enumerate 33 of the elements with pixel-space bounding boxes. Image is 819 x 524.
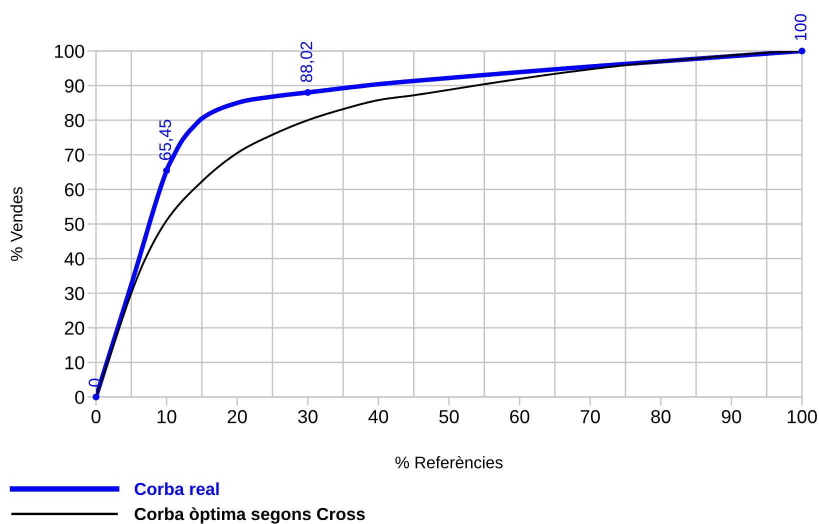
y-tick-label: 50 bbox=[64, 218, 84, 231]
point bbox=[798, 48, 806, 54]
point bbox=[304, 89, 312, 96]
y-axis-title: % Vendes bbox=[10, 187, 23, 261]
x-tick-label: 100 bbox=[788, 410, 817, 424]
y-tick-label: 30 bbox=[64, 286, 84, 300]
x-tick-label: 50 bbox=[439, 410, 459, 424]
y-tick-label: 40 bbox=[64, 252, 84, 266]
y-tick-label: 90 bbox=[64, 79, 84, 93]
y-tick-label: 80 bbox=[64, 114, 84, 128]
y-tick-label: 70 bbox=[64, 148, 84, 162]
x-tick-label: 60 bbox=[510, 410, 530, 424]
x-tick-label: 30 bbox=[298, 410, 318, 424]
y-tick-label: 0 bbox=[75, 390, 84, 404]
x-tick-label: 70 bbox=[580, 410, 600, 424]
text: Corba òptima segons Cross bbox=[134, 507, 365, 524]
point bbox=[92, 394, 100, 400]
x-tick-label: 0 bbox=[92, 410, 100, 424]
x-tick-label: 90 bbox=[722, 410, 742, 424]
point bbox=[163, 167, 170, 174]
data-label: 100 bbox=[794, 14, 806, 40]
x-axis-title: % Referències bbox=[395, 456, 503, 468]
y-tick-label: 10 bbox=[65, 356, 84, 370]
y-tick-label: 100 bbox=[55, 44, 84, 58]
x-tick-label: 20 bbox=[228, 410, 247, 424]
y-tick-label: 60 bbox=[64, 183, 84, 196]
x-tick-label: 40 bbox=[368, 410, 388, 424]
x-tick-label: 10 bbox=[158, 410, 176, 424]
text: Corba real bbox=[134, 482, 219, 496]
data-label: 88,02 bbox=[300, 42, 314, 82]
x-tick-label: 80 bbox=[651, 410, 670, 424]
y-tick-label: 20 bbox=[64, 322, 84, 335]
data-label: 65,45 bbox=[159, 120, 174, 160]
